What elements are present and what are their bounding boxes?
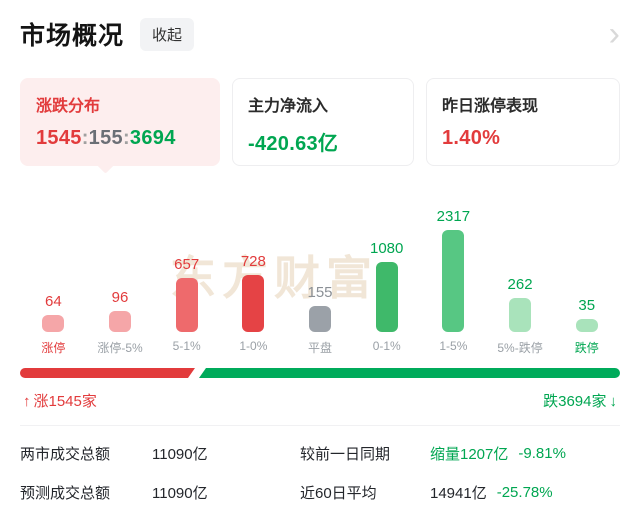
bar-column[interactable]: 262 5%-跌停 <box>487 276 554 355</box>
bar-column[interactable]: 728 1-0% <box>220 253 287 354</box>
bar-value: 1080 <box>370 240 404 257</box>
bar[interactable] <box>442 230 465 332</box>
flat-count: 155 <box>88 127 123 149</box>
separator: : <box>81 127 89 149</box>
summary-value: 11090亿 <box>152 446 208 463</box>
bar[interactable] <box>509 298 532 332</box>
collapse-button[interactable]: 收起 <box>140 17 195 51</box>
bar-label: 平盘 <box>308 341 333 355</box>
bar-column[interactable]: 35 跌停 <box>553 297 620 355</box>
down-count-label: 跌3694家 ↓ <box>543 390 620 411</box>
page-title: 市场概况 <box>20 22 125 50</box>
chart-area: 东方财富 64 涨停 96 涨停-5% 657 5-1% 728 1-0% 155 平盘 1080 0… <box>20 186 620 355</box>
card-title: 涨跌分布 <box>36 98 101 115</box>
bar[interactable] <box>375 262 398 332</box>
turnover-summary: 两市成交总额 11090亿 较前一日同期 缩量1207亿 -9.81% 预测成交… <box>20 425 620 503</box>
summary-change-value: 缩量1207亿 <box>430 446 509 463</box>
separator: : <box>122 127 130 149</box>
bar-column[interactable]: 2317 1-5% <box>420 208 487 354</box>
bar-label: 5%-跌停 <box>497 341 543 355</box>
ratio-down-segment <box>198 368 620 378</box>
summary-label: 近60日平均 <box>300 485 377 502</box>
bar-value: 728 <box>240 253 266 270</box>
bar[interactable] <box>42 315 65 332</box>
bar[interactable] <box>109 311 131 332</box>
header: 市场概况 收起 › <box>20 16 620 52</box>
bar-value: 155 <box>307 284 333 301</box>
bar-value: 64 <box>44 293 62 310</box>
bar-value: 262 <box>507 276 533 293</box>
summary-change-pct: -25.78% <box>496 484 553 501</box>
bar-label: 涨停 <box>41 341 66 355</box>
summary-value: 11090亿 <box>152 485 208 502</box>
up-count-label: ↑ 涨1545家 <box>20 390 97 411</box>
net-inflow-value: -420.63亿 <box>248 133 339 155</box>
bar-column[interactable]: 155 平盘 <box>287 284 354 355</box>
summary-row: 两市成交总额 11090亿 较前一日同期 缩量1207亿 -9.81% <box>20 443 620 464</box>
stat-cards: 涨跌分布 1545:155:3694 主力净流入 -420.63亿 昨日涨停表现… <box>20 78 620 174</box>
bar-label: 1-5% <box>439 339 468 353</box>
bar-label: 1-0% <box>239 339 268 353</box>
summary-label: 预测成交总额 <box>20 485 111 502</box>
summary-label: 两市成交总额 <box>20 446 111 463</box>
card-yesterday-limit-up[interactable]: 昨日涨停表现 1.40% <box>426 78 620 166</box>
summary-change-pct: -9.81% <box>518 445 566 462</box>
card-title: 主力净流入 <box>248 98 329 115</box>
rise-fall-ratio-value: 1545:155:3694 <box>36 127 204 150</box>
card-main-net-inflow[interactable]: 主力净流入 -420.63亿 <box>232 78 414 166</box>
bar-chart: 64 涨停 96 涨停-5% 657 5-1% 728 1-0% 155 平盘 1080 0-1% 23… <box>20 186 620 355</box>
up-count-text: 涨1545家 <box>33 393 97 410</box>
bar-label: 5-1% <box>172 339 201 353</box>
down-count-text: 跌3694家 <box>543 393 607 410</box>
card-rise-fall-distribution[interactable]: 涨跌分布 1545:155:3694 <box>20 78 220 174</box>
limit-up-performance-value: 1.40% <box>442 127 501 149</box>
summary-row: 预测成交总额 11090亿 近60日平均 14941亿 -25.78% <box>20 482 620 503</box>
bar[interactable] <box>575 319 598 332</box>
chevron-right-icon[interactable]: › <box>608 15 620 53</box>
down-arrow-icon: ↓ <box>609 393 618 410</box>
card-pointer <box>96 155 115 174</box>
bar[interactable] <box>242 275 265 332</box>
bar[interactable] <box>175 278 198 332</box>
bar-value: 96 <box>111 289 129 306</box>
rise-fall-ratio-bar <box>20 368 620 378</box>
up-count: 1545 <box>36 127 82 149</box>
bar-column[interactable]: 1080 0-1% <box>353 240 420 354</box>
down-count: 3694 <box>129 127 176 149</box>
bar-value: 657 <box>174 256 200 273</box>
rise-fall-counts: ↑ 涨1545家 跌3694家 ↓ <box>20 390 620 411</box>
card-title: 昨日涨停表现 <box>442 98 539 115</box>
bar-value: 35 <box>578 297 596 314</box>
bar-value: 2317 <box>436 208 471 225</box>
bar-column[interactable]: 96 涨停-5% <box>87 289 154 355</box>
bar-label: 涨停-5% <box>97 341 143 355</box>
bar-column[interactable]: 657 5-1% <box>153 256 220 354</box>
bar-column[interactable]: 64 涨停 <box>20 293 87 355</box>
bar-label: 0-1% <box>372 339 401 353</box>
bar[interactable] <box>309 306 332 332</box>
bar-label: 跌停 <box>574 341 599 355</box>
up-arrow-icon: ↑ <box>23 393 31 410</box>
summary-label: 较前一日同期 <box>300 446 391 463</box>
ratio-up-segment <box>20 368 195 378</box>
summary-change-value: 14941亿 <box>430 485 487 502</box>
